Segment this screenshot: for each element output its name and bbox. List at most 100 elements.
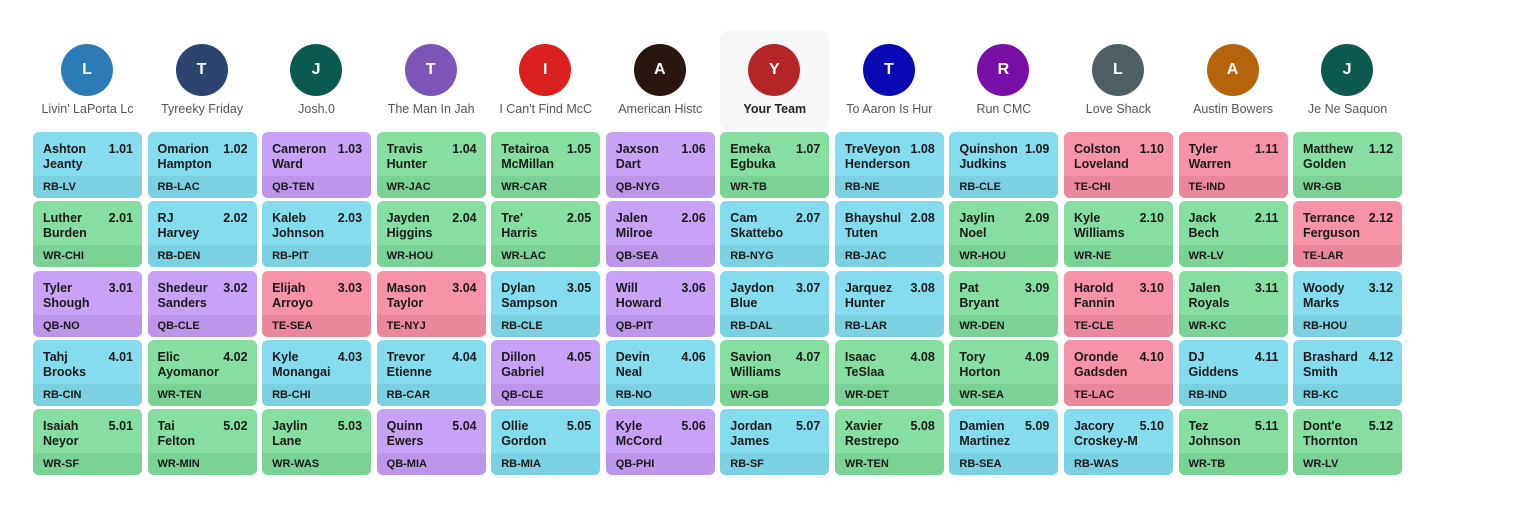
pick-card[interactable]: Ashton Jeanty 1.01 RB-LV xyxy=(33,132,142,198)
pick-card[interactable]: Colston Loveland 1.10 TE-CHI xyxy=(1063,132,1173,198)
team-header[interactable]: I I Can't Find McC xyxy=(491,30,600,130)
pick-card[interactable]: Trevor Etienne 4.04 RB-CAR xyxy=(376,339,486,406)
pick-card[interactable]: Shedeur Sanders 3.02 QB-CLE xyxy=(147,270,257,337)
pick-card[interactable]: Isaac TeSlaa 4.08 WR-DET xyxy=(834,339,944,406)
pick-card[interactable]: Jaylin Noel 2.09 WR-HOU xyxy=(949,201,1059,268)
pick-card[interactable]: Jack Bech 2.11 WR-LV xyxy=(1178,201,1288,268)
player-position-team: TE-LAR xyxy=(1293,245,1403,268)
pick-card[interactable]: Tetairoa McMillan 1.05 WR-CAR xyxy=(491,132,601,198)
pick-card[interactable]: Oronde Gadsden 4.10 TE-LAC xyxy=(1063,339,1173,406)
pick-card[interactable]: Jacory Croskey-M 5.10 RB-WAS xyxy=(1063,409,1173,476)
pick-card[interactable]: Mason Taylor 3.04 TE-NYJ xyxy=(376,270,486,337)
player-name: Tetairoa McMillan xyxy=(501,142,554,171)
pick-card[interactable]: Jalen Milroe 2.06 QB-SEA xyxy=(605,201,715,268)
pick-card[interactable]: Kyle Monangai 4.03 RB-CHI xyxy=(262,339,372,406)
team-name: I Can't Find McC xyxy=(499,102,593,116)
pick-card[interactable]: Kyle McCord 5.06 QB-PHI xyxy=(605,409,715,476)
pick-card[interactable]: Jaylin Lane 5.03 WR-WAS xyxy=(262,409,372,476)
pick-card[interactable]: Jaydon Blue 3.07 RB-DAL xyxy=(720,270,830,337)
player-position-team: WR-KC xyxy=(1178,314,1288,337)
player-name: Jack Bech xyxy=(1188,211,1220,241)
pick-number: 3.12 xyxy=(1368,280,1394,295)
pick-card[interactable]: Savion Williams 4.07 WR-GB xyxy=(720,339,830,406)
team-avatar: T xyxy=(404,44,457,96)
pick-card[interactable]: Tyler Warren 1.11 TE-IND xyxy=(1178,132,1288,198)
pick-card[interactable]: Damien Martinez 5.09 RB-SEA xyxy=(949,409,1059,476)
pick-card[interactable]: Dillon Gabriel 4.05 QB-CLE xyxy=(491,339,601,406)
pick-card[interactable]: Dont'e Thornton 5.12 WR-LV xyxy=(1293,409,1403,476)
pick-number: 3.11 xyxy=(1254,280,1279,295)
pick-card[interactable]: Kyle Williams 2.10 WR-NE xyxy=(1063,201,1173,268)
pick-card[interactable]: Cam Skattebo 2.07 RB-NYG xyxy=(720,201,830,268)
pick-card[interactable]: RJ Harvey 2.02 RB-DEN xyxy=(147,201,257,268)
pick-card[interactable]: TreVeyon Henderson 1.08 RB-NE xyxy=(834,132,944,198)
team-header[interactable]: Y Your Team xyxy=(720,30,830,130)
pick-card[interactable]: Kaleb Johnson 2.03 RB-PIT xyxy=(262,201,372,268)
team-header[interactable]: T The Man In Jah xyxy=(377,30,486,130)
team-header[interactable]: R Run CMC xyxy=(949,30,1058,130)
pick-card[interactable]: Jarquez Hunter 3.08 RB-LAR xyxy=(834,270,944,337)
team-avatar: J xyxy=(1321,44,1374,96)
player-name: RJ Harvey xyxy=(157,211,200,241)
player-name: Oronde Gadsden xyxy=(1073,349,1128,379)
pick-number: 5.01 xyxy=(108,419,133,434)
pick-number: 3.05 xyxy=(566,280,592,295)
player-name: Emeka Egbuka xyxy=(730,142,776,171)
pick-card[interactable]: Woody Marks 3.12 RB-HOU xyxy=(1293,270,1403,337)
pick-card[interactable]: Bhayshul Tuten 2.08 RB-JAC xyxy=(834,201,944,268)
pick-card[interactable]: Tez Johnson 5.11 WR-TB xyxy=(1178,409,1288,476)
player-position-team: RB-SF xyxy=(720,453,830,476)
pick-card[interactable]: DJ Giddens 4.11 RB-IND xyxy=(1178,339,1288,406)
pick-card[interactable]: Ollie Gordon 5.05 RB-MIA xyxy=(491,409,601,476)
player-position-team: WR-MIN xyxy=(147,453,257,476)
player-name: DJ Giddens xyxy=(1188,349,1239,379)
pick-card[interactable]: Will Howard 3.06 QB-PIT xyxy=(605,270,715,337)
pick-card[interactable]: Omarion Hampton 1.02 RB-LAC xyxy=(147,132,257,198)
team-header[interactable]: A Austin Bowers xyxy=(1179,30,1288,130)
pick-card[interactable]: Emeka Egbuka 1.07 WR-TB xyxy=(720,132,830,198)
pick-number: 2.07 xyxy=(795,211,821,226)
pick-card[interactable]: Matthew Golden 1.12 WR-GB xyxy=(1293,132,1403,198)
pick-card[interactable]: Isaiah Neyor 5.01 WR-SF xyxy=(33,409,142,476)
team-avatar: I xyxy=(519,44,572,96)
team-header[interactable]: L Livin' LaPorta Lc xyxy=(33,30,142,130)
team-avatar: A xyxy=(633,44,686,96)
team-header[interactable]: L Love Shack xyxy=(1064,30,1173,130)
team-header[interactable]: T Tyreeky Friday xyxy=(148,30,257,130)
pick-card[interactable]: Elijah Arroyo 3.03 TE-SEA xyxy=(262,270,372,337)
player-name: Tre' Harris xyxy=(501,211,538,241)
pick-card[interactable]: Quinshon Judkins 1.09 RB-CLE xyxy=(949,132,1059,198)
pick-card[interactable]: Xavier Restrepo 5.08 WR-TEN xyxy=(834,409,944,476)
pick-card[interactable]: Elic Ayomanor 4.02 WR-TEN xyxy=(147,339,257,406)
team-header[interactable]: J Je Ne Saquon xyxy=(1293,30,1402,130)
player-name: Jarquez Hunter xyxy=(844,280,893,310)
pick-card[interactable]: Tory Horton 4.09 WR-SEA xyxy=(949,339,1059,406)
pick-card[interactable]: Tyler Shough 3.01 QB-NO xyxy=(33,270,142,337)
pick-card[interactable]: Tahj Brooks 4.01 RB-CIN xyxy=(33,339,142,406)
team-header[interactable]: A American Histc xyxy=(606,30,715,130)
pick-card[interactable]: Tai Felton 5.02 WR-MIN xyxy=(147,409,257,476)
pick-card[interactable]: Dylan Sampson 3.05 RB-CLE xyxy=(491,270,601,337)
pick-card[interactable]: Devin Neal 4.06 RB-NO xyxy=(605,339,715,406)
pick-number: 5.07 xyxy=(795,419,821,434)
pick-card[interactable]: Luther Burden 2.01 WR-CHI xyxy=(33,201,142,268)
player-position-team: TE-LAC xyxy=(1063,383,1173,406)
pick-card[interactable]: Jalen Royals 3.11 WR-KC xyxy=(1178,270,1288,337)
pick-card[interactable]: Travis Hunter 1.04 WR-JAC xyxy=(376,132,486,198)
pick-card[interactable]: Brashard Smith 4.12 RB-KC xyxy=(1293,339,1403,406)
pick-card[interactable]: Tre' Harris 2.05 WR-LAC xyxy=(491,201,601,268)
team-name: American Histc xyxy=(618,102,703,116)
pick-card[interactable]: Pat Bryant 3.09 WR-DEN xyxy=(949,270,1059,337)
pick-card[interactable]: Terrance Ferguson 2.12 TE-LAR xyxy=(1293,201,1403,268)
player-position-team: WR-SEA xyxy=(949,383,1059,406)
pick-number: 2.11 xyxy=(1254,211,1279,226)
pick-card[interactable]: Harold Fannin 3.10 TE-CLE xyxy=(1063,270,1173,337)
pick-card[interactable]: Cameron Ward 1.03 QB-TEN xyxy=(262,132,372,198)
team-header[interactable]: T To Aaron Is Hur xyxy=(835,30,944,130)
pick-card[interactable]: Quinn Ewers 5.04 QB-MIA xyxy=(376,409,486,476)
pick-card[interactable]: Jordan James 5.07 RB-SF xyxy=(720,409,830,476)
pick-card[interactable]: Jaxson Dart 1.06 QB-NYG xyxy=(605,132,715,198)
team-header[interactable]: J Josh.0 xyxy=(262,30,371,130)
player-position-team: TE-CHI xyxy=(1063,176,1173,198)
pick-card[interactable]: Jayden Higgins 2.04 WR-HOU xyxy=(376,201,486,268)
